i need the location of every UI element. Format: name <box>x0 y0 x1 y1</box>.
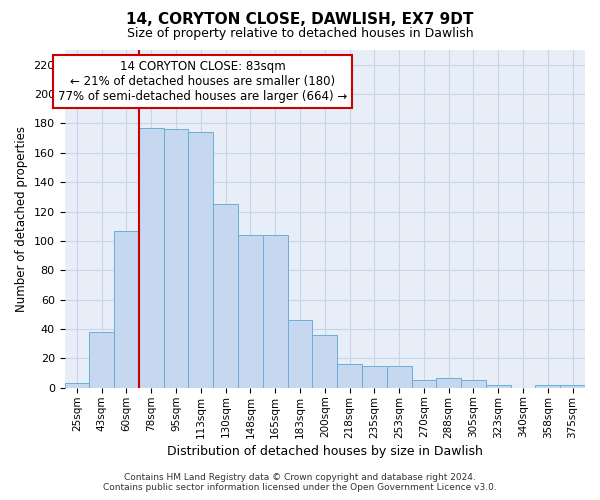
Text: 14 CORYTON CLOSE: 83sqm
← 21% of detached houses are smaller (180)
77% of semi-d: 14 CORYTON CLOSE: 83sqm ← 21% of detache… <box>58 60 347 103</box>
Text: Size of property relative to detached houses in Dawlish: Size of property relative to detached ho… <box>127 28 473 40</box>
Bar <box>213 204 238 388</box>
Bar <box>486 385 511 388</box>
Bar <box>436 378 461 388</box>
Bar <box>362 366 387 388</box>
Bar <box>337 364 362 388</box>
Bar <box>164 130 188 388</box>
Bar <box>461 380 486 388</box>
Text: Contains HM Land Registry data © Crown copyright and database right 2024.
Contai: Contains HM Land Registry data © Crown c… <box>103 473 497 492</box>
Bar <box>560 385 585 388</box>
Bar <box>65 384 89 388</box>
Bar <box>139 128 164 388</box>
Bar <box>387 366 412 388</box>
X-axis label: Distribution of detached houses by size in Dawlish: Distribution of detached houses by size … <box>167 444 483 458</box>
Bar <box>263 235 287 388</box>
Y-axis label: Number of detached properties: Number of detached properties <box>15 126 28 312</box>
Bar <box>287 320 313 388</box>
Bar <box>313 335 337 388</box>
Bar <box>89 332 114 388</box>
Bar <box>412 380 436 388</box>
Bar <box>114 230 139 388</box>
Bar <box>535 385 560 388</box>
Text: 14, CORYTON CLOSE, DAWLISH, EX7 9DT: 14, CORYTON CLOSE, DAWLISH, EX7 9DT <box>127 12 473 28</box>
Bar <box>188 132 213 388</box>
Bar <box>238 235 263 388</box>
